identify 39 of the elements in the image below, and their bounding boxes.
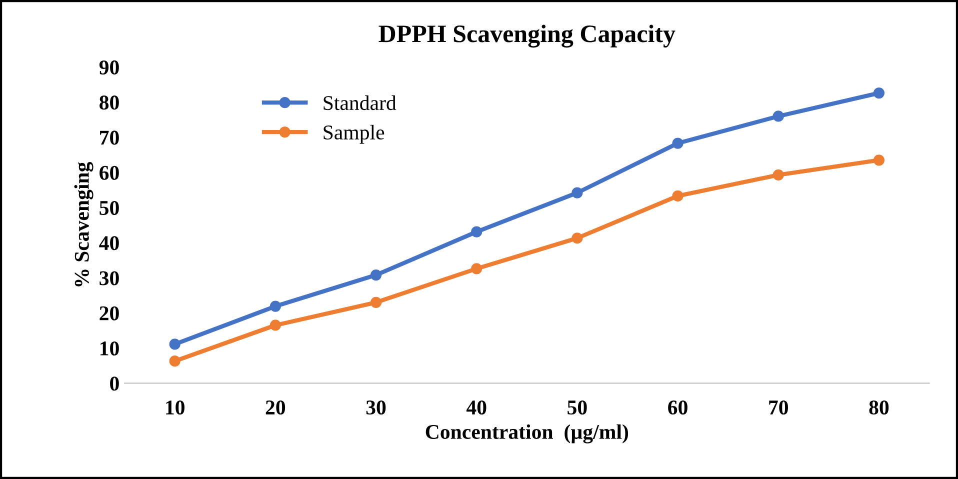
y-tick-label: 30 [100,271,119,286]
x-tick-label: 70 [769,400,788,415]
point [370,296,382,308]
legend-label: Standard [324,95,396,110]
x-tick-label: 40 [466,400,486,415]
y-tick-label: 60 [100,166,119,180]
point [672,138,684,149]
y-tick-label: 10 [100,341,119,356]
point [873,88,885,99]
point [370,269,382,281]
chart-title: DPPH Scavenging Capacity [378,24,676,48]
y-axis-title: % Scavenging [74,162,94,286]
x-tick-label: 20 [266,400,286,415]
point [471,226,482,238]
point [873,154,885,166]
point [772,110,784,122]
legend-label: Sample [324,124,384,144]
point [169,338,180,350]
x-axis-title: Concentration (µg/ml) [426,424,628,444]
y-tick-label: 20 [100,306,119,320]
x-tick-label: 80 [869,400,889,415]
point [772,169,784,180]
point [270,300,281,312]
y-tick-label: 40 [99,236,119,250]
point [672,190,684,202]
x-tick-label: 30 [366,400,386,415]
y-tick-label: 70 [100,130,119,145]
x-tick-label: 50 [568,400,587,415]
y-tick-label: 90 [99,60,119,74]
point [471,263,482,274]
y-tick-label: 0 [110,376,119,391]
x-tick-label: 10 [166,400,184,415]
y-tick-label: 50 [100,200,119,215]
x-tick-label: 60 [668,400,688,415]
point [270,320,281,331]
point [169,356,180,367]
y-tick-label: 80 [100,96,119,110]
point [572,187,583,198]
point [572,232,583,244]
